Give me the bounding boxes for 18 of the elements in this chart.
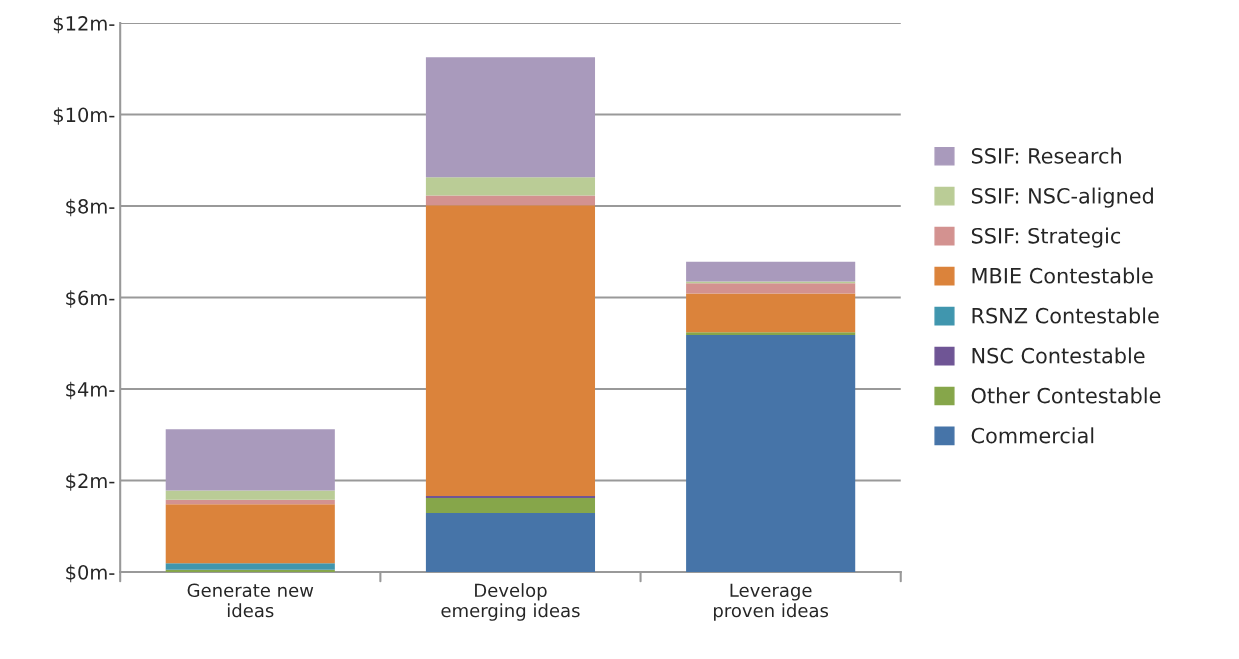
- legend-label: SSIF: Research: [971, 147, 1121, 164]
- x-tick-label: Leverage proven ideas: [714, 583, 829, 621]
- y-tick-label: $8m-: [66, 198, 115, 217]
- legend-label: SSIF: Strategic: [971, 227, 1121, 248]
- x-tick-label: Develop emerging ideas: [441, 583, 580, 621]
- legend-label: Other Contestable: [971, 387, 1161, 404]
- x-tick-label: Generate new ideas: [187, 583, 314, 618]
- y-tick-label: $6m-: [66, 290, 115, 308]
- legend-label: MBIE Contestable: [972, 267, 1153, 284]
- y-tick-label: $10m-: [53, 107, 115, 125]
- y-tick-label: $4m-: [66, 381, 115, 400]
- legend-label: Commercial: [971, 427, 1094, 444]
- legend-label: SSIF: NSC-aligned: [971, 187, 1153, 208]
- y-tick-label: $0m-: [66, 564, 115, 583]
- legend-label: RSNZ Contestable: [972, 307, 1159, 324]
- y-tick-label: $12m-: [53, 15, 115, 34]
- legend-label: NSC Contestable: [972, 347, 1145, 364]
- y-tick-label: $2m-: [66, 473, 115, 491]
